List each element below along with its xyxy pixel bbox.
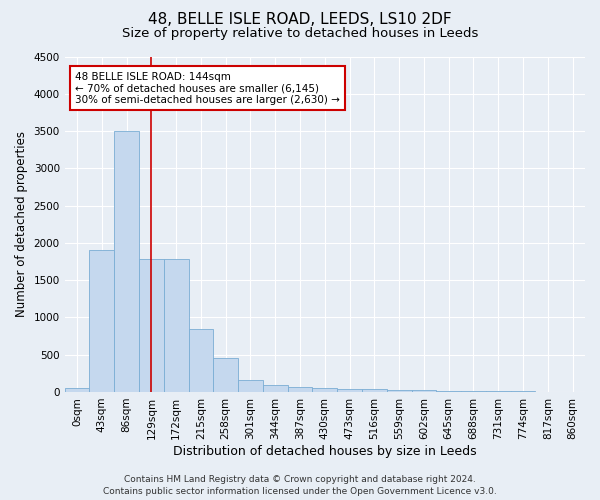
Bar [65,388,89,392]
Bar [238,380,263,392]
Bar [387,390,412,392]
Bar [188,330,214,392]
Text: 48 BELLE ISLE ROAD: 144sqm
← 70% of detached houses are smaller (6,145)
30% of s: 48 BELLE ISLE ROAD: 144sqm ← 70% of deta… [75,72,340,105]
Bar [287,387,313,392]
Bar [486,391,511,392]
Text: Contains HM Land Registry data © Crown copyright and database right 2024.
Contai: Contains HM Land Registry data © Crown c… [103,474,497,496]
Bar [164,260,188,392]
X-axis label: Distribution of detached houses by size in Leeds: Distribution of detached houses by size … [173,444,476,458]
Bar [436,391,461,392]
Bar [313,388,337,392]
Bar [263,384,287,392]
Bar [139,260,164,392]
Text: 48, BELLE ISLE ROAD, LEEDS, LS10 2DF: 48, BELLE ISLE ROAD, LEEDS, LS10 2DF [148,12,452,28]
Text: Size of property relative to detached houses in Leeds: Size of property relative to detached ho… [122,28,478,40]
Bar [89,250,114,392]
Y-axis label: Number of detached properties: Number of detached properties [15,131,28,317]
Bar [412,390,436,392]
Bar [214,358,238,392]
Bar [337,388,362,392]
Bar [362,390,387,392]
Bar [114,131,139,392]
Bar [461,391,486,392]
